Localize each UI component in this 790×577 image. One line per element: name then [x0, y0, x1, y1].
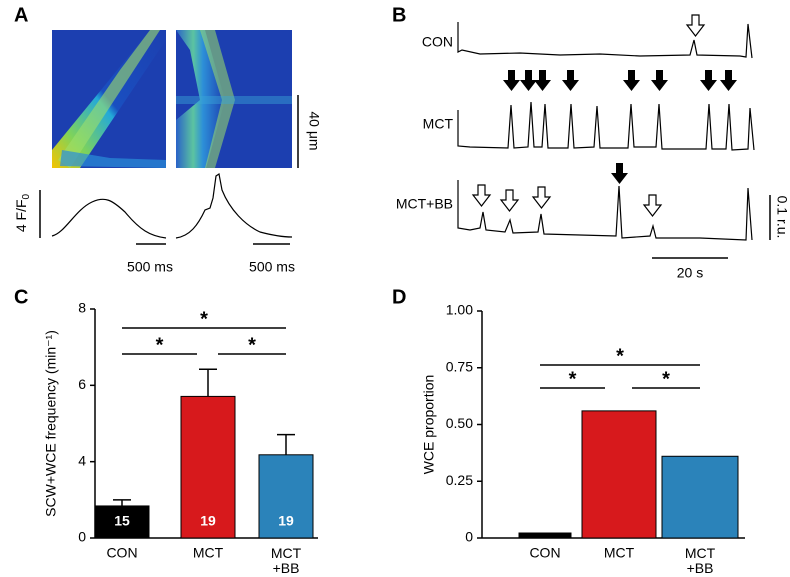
- significance-label: *: [616, 345, 624, 367]
- y-tick-label: 0.25: [446, 472, 473, 488]
- bar: [661, 455, 739, 539]
- significance-label: *: [248, 334, 256, 356]
- panel-label: C: [14, 286, 28, 308]
- bar: [258, 454, 314, 539]
- y-tick-label: 0.75: [446, 358, 473, 374]
- count-label: 19: [200, 513, 216, 529]
- error-bar: [113, 499, 131, 506]
- y-tick-label: 6: [78, 376, 86, 392]
- y-tick-label: 1.00: [446, 302, 473, 318]
- significance-label: *: [569, 368, 577, 390]
- y-tick-label: 8: [78, 300, 86, 316]
- scale-label: 0.1 r.u.: [774, 196, 790, 239]
- scale-label: 4 F/F: [13, 199, 29, 232]
- error-bar: [277, 433, 295, 455]
- bar: [180, 395, 236, 539]
- error-bar: [199, 368, 217, 397]
- scale-label: 20 s: [677, 265, 703, 281]
- bar: [581, 410, 657, 539]
- x-tick-label: MCT: [604, 545, 635, 561]
- scale-label-sub: 0: [21, 193, 32, 199]
- calcium-trace: [51, 198, 167, 239]
- y-axis-label: SCW+WCE frequency (min⁻¹): [43, 330, 59, 517]
- fluorescence-trace: [457, 22, 753, 59]
- significance-label: *: [156, 334, 164, 356]
- x-tick-label: MCT +BB: [685, 545, 716, 576]
- panel-label: B: [392, 4, 406, 26]
- y-tick-label: 0: [78, 529, 86, 545]
- linescan-image: [176, 30, 292, 168]
- scale-label: 500 ms: [249, 259, 295, 275]
- y-tick-label: 0: [465, 529, 473, 545]
- fluorescence-trace: [457, 101, 755, 151]
- row-label: MCT: [423, 116, 454, 132]
- fluorescence-trace: [457, 180, 753, 241]
- x-tick-label: MCT +BB: [271, 545, 302, 576]
- linescan-image: [52, 30, 166, 168]
- y-tick-label: 4: [78, 452, 86, 468]
- x-tick-label: CON: [529, 545, 560, 561]
- row-label: MCT+BB: [396, 196, 453, 212]
- x-tick-label: CON: [106, 545, 137, 561]
- count-label: 15: [114, 513, 130, 529]
- significance-label: *: [662, 368, 670, 390]
- panel-label: D: [392, 286, 406, 308]
- scale-label: 4 F/F0: [13, 193, 32, 232]
- bar: [518, 532, 572, 539]
- calcium-trace: [175, 172, 293, 239]
- y-axis-label: WCE proportion: [421, 375, 437, 475]
- arrow-group: [471, 14, 706, 217]
- panel-label: A: [14, 4, 28, 26]
- y-tick-label: 0.50: [446, 415, 473, 431]
- significance-label: *: [200, 308, 208, 330]
- scale-label: 40 μm: [306, 111, 322, 150]
- arrow-group: [503, 70, 737, 184]
- count-label: 19: [278, 513, 294, 529]
- row-label: CON: [422, 34, 453, 50]
- x-tick-label: MCT: [193, 545, 224, 561]
- scale-label: 500 ms: [127, 259, 173, 275]
- bar: [94, 505, 150, 539]
